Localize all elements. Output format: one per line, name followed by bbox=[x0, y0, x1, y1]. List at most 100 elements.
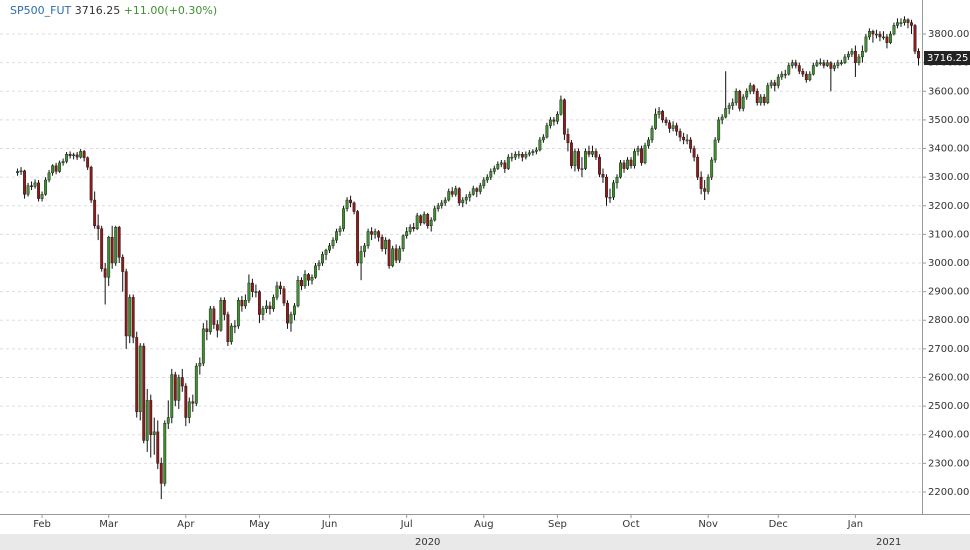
candle-body bbox=[846, 53, 850, 58]
candle-body bbox=[878, 33, 882, 38]
candle-body bbox=[135, 337, 139, 413]
candle-body bbox=[243, 300, 247, 307]
candle-body bbox=[917, 51, 920, 59]
candle-body bbox=[647, 139, 650, 146]
candle-body bbox=[307, 274, 310, 281]
candle-body bbox=[222, 300, 226, 315]
candle-body bbox=[314, 265, 317, 278]
candle-body bbox=[387, 239, 391, 267]
candle-body bbox=[811, 65, 815, 75]
candle-body bbox=[545, 125, 549, 138]
candle-body bbox=[349, 199, 352, 204]
candle-body bbox=[363, 245, 367, 252]
candle-body bbox=[191, 401, 195, 404]
candle-body bbox=[173, 374, 177, 401]
candle-body bbox=[794, 62, 798, 66]
candle-body bbox=[892, 25, 896, 35]
candle-body bbox=[496, 164, 500, 169]
candle-body bbox=[447, 191, 451, 201]
candle-body bbox=[131, 297, 135, 338]
candle-body bbox=[633, 151, 636, 166]
candle-body bbox=[899, 22, 903, 24]
candle-body bbox=[303, 274, 307, 287]
candle-body bbox=[664, 119, 668, 123]
candle-body bbox=[773, 82, 777, 86]
candle-body bbox=[426, 214, 430, 227]
candle-body bbox=[755, 91, 759, 103]
candle-body bbox=[598, 156, 601, 175]
y-tick-label: 3100.00 bbox=[928, 229, 969, 240]
candle-body bbox=[51, 165, 55, 174]
candle-body bbox=[44, 179, 48, 195]
candle-body bbox=[692, 148, 696, 158]
candle-body bbox=[889, 33, 892, 43]
candle-body bbox=[906, 19, 910, 23]
candle-body bbox=[300, 279, 303, 287]
x-tick-label: Nov bbox=[698, 519, 718, 530]
candle-body bbox=[198, 362, 202, 367]
candle-body bbox=[310, 277, 314, 281]
candle-body bbox=[163, 423, 167, 484]
candle-body bbox=[30, 185, 33, 187]
candle-body bbox=[86, 157, 90, 168]
candle-body bbox=[780, 73, 784, 78]
candle-body bbox=[843, 56, 847, 63]
candle-body bbox=[822, 62, 826, 66]
candle-body bbox=[475, 188, 479, 192]
candle-body bbox=[166, 417, 170, 424]
candle-body bbox=[377, 231, 381, 238]
candle-body bbox=[492, 168, 496, 172]
candle-body bbox=[896, 22, 899, 26]
y-tick-label: 3500.00 bbox=[928, 115, 969, 126]
candle-body bbox=[867, 30, 871, 38]
candle-body bbox=[562, 99, 566, 135]
candle-body bbox=[461, 199, 465, 204]
candle-body bbox=[117, 227, 121, 258]
candle-body bbox=[359, 251, 363, 264]
candle-body bbox=[661, 111, 665, 121]
candle-body bbox=[759, 96, 763, 103]
x-tick-label: Mar bbox=[99, 519, 119, 530]
candle-body bbox=[825, 62, 829, 66]
candle-body bbox=[552, 119, 556, 122]
candle-body bbox=[338, 228, 342, 232]
last-price: 3716.25 bbox=[75, 4, 121, 17]
candle-body bbox=[555, 113, 559, 122]
candle-body bbox=[650, 128, 654, 141]
candle-body bbox=[100, 228, 104, 269]
candle-body bbox=[769, 82, 773, 86]
candle-body bbox=[531, 151, 535, 154]
candle-body bbox=[296, 279, 300, 307]
candle-body bbox=[612, 182, 615, 198]
y-tick-label: 2700.00 bbox=[928, 344, 969, 355]
candle-body bbox=[103, 268, 107, 278]
x-tick-label: Apr bbox=[177, 519, 195, 530]
candle-body bbox=[82, 151, 86, 158]
candle-body bbox=[422, 214, 426, 224]
candle-body bbox=[619, 162, 622, 178]
y-tick-label: 2500.00 bbox=[928, 401, 969, 412]
candle-body bbox=[818, 62, 822, 64]
candle-body bbox=[254, 291, 258, 293]
candle-body bbox=[454, 188, 458, 195]
candle-body bbox=[47, 172, 51, 181]
candle-body bbox=[594, 151, 598, 158]
candle-body bbox=[433, 208, 437, 221]
x-tick-label: Jun bbox=[321, 519, 338, 530]
candle-body bbox=[180, 377, 184, 387]
candle-body bbox=[850, 51, 854, 55]
candle-body bbox=[398, 248, 402, 261]
candle-body bbox=[587, 151, 591, 155]
candle-body bbox=[836, 62, 840, 66]
candle-body bbox=[61, 161, 65, 164]
candle-body bbox=[370, 231, 374, 235]
candle-body bbox=[752, 85, 756, 92]
candle-body bbox=[226, 314, 230, 342]
candle-body bbox=[342, 208, 345, 229]
candle-body bbox=[913, 25, 917, 52]
candle-body bbox=[16, 171, 19, 174]
candle-body bbox=[720, 116, 724, 121]
candle-body bbox=[54, 165, 58, 172]
candle-body bbox=[219, 300, 223, 331]
